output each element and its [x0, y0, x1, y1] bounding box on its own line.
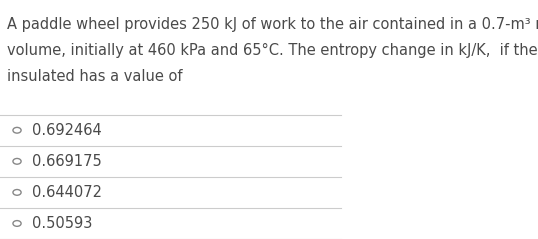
Text: 0.50593: 0.50593: [32, 216, 93, 231]
Text: 0.644072: 0.644072: [32, 185, 102, 200]
Text: insulated has a value of: insulated has a value of: [7, 69, 182, 84]
Text: 0.669175: 0.669175: [32, 154, 102, 169]
Text: volume, initially at 460 kPa and 65°C. The entropy change in kJ/K,  if the volum: volume, initially at 460 kPa and 65°C. T…: [7, 43, 538, 58]
Text: A paddle wheel provides 250 kJ of work to the air contained in a 0.7-m³ rigid: A paddle wheel provides 250 kJ of work t…: [7, 17, 538, 32]
Text: 0.692464: 0.692464: [32, 123, 102, 138]
